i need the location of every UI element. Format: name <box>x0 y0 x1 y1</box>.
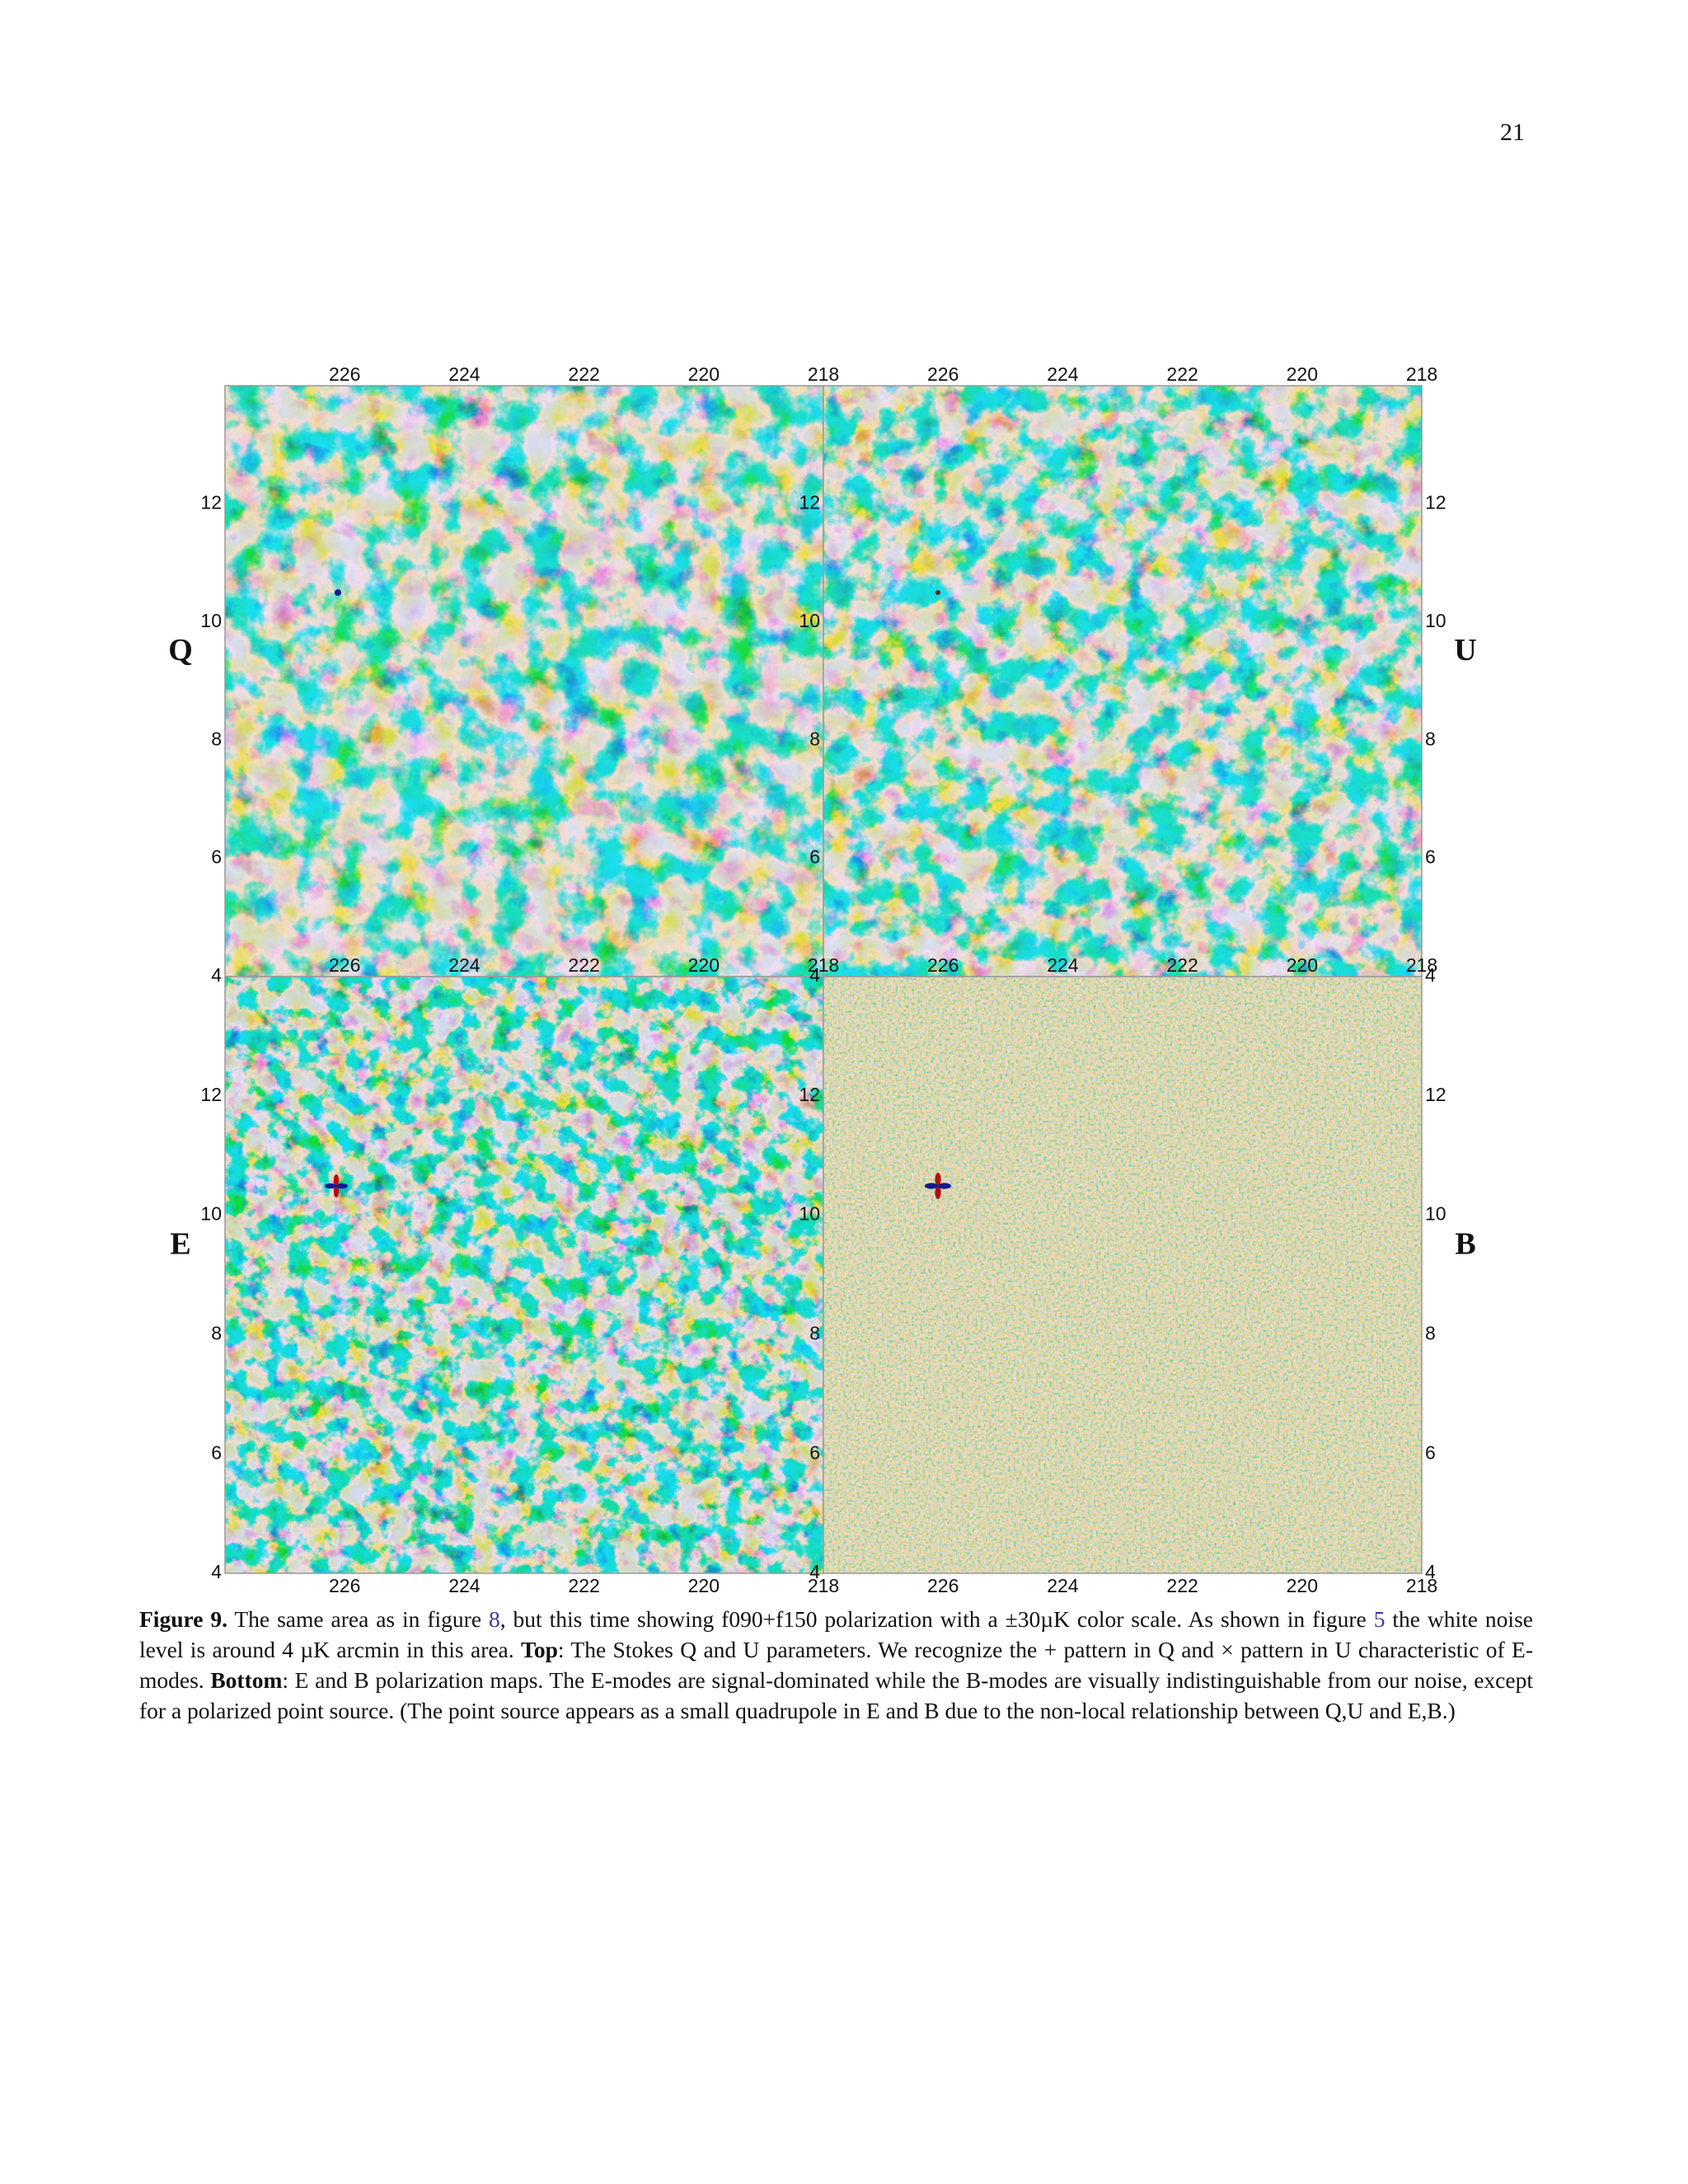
x-tick-label: 218 <box>1406 363 1437 385</box>
y-tick-label: 10 <box>1425 1203 1447 1225</box>
y-tick-label: 6 <box>1425 846 1436 868</box>
y-tick-label: 8 <box>1425 1322 1436 1343</box>
map-panel <box>225 977 823 1573</box>
caption-text: : E and B polarization maps. The E-modes… <box>139 1667 1533 1723</box>
y-tick-label: 12 <box>1425 1084 1447 1105</box>
caption-text: the white noise level is around 4 µK arc… <box>139 1606 1533 1662</box>
point-source <box>336 1183 348 1189</box>
x-tick-label: 220 <box>688 954 720 976</box>
x-tick-label: 226 <box>329 1575 360 1596</box>
y-tick-label: 12 <box>200 1084 222 1105</box>
x-tick-label: 224 <box>1047 363 1079 385</box>
y-tick-label: 10 <box>799 1203 820 1225</box>
y-tick-label: 12 <box>799 491 820 513</box>
x-tick-label: 226 <box>329 363 360 385</box>
panel-label: Q <box>168 633 193 668</box>
x-tick-label: 218 <box>808 954 839 976</box>
x-tick-label: 226 <box>927 363 959 385</box>
point-source <box>333 1174 340 1186</box>
map-panel <box>225 386 823 977</box>
x-tick-label: 218 <box>808 363 839 385</box>
x-tick-label: 222 <box>568 954 599 976</box>
x-tick-label: 222 <box>1166 1575 1198 1596</box>
x-tick-label: 224 <box>1047 1575 1079 1596</box>
caption-link[interactable]: 8 <box>488 1606 500 1632</box>
point-source <box>935 1173 941 1186</box>
y-tick-label: 10 <box>200 1203 222 1225</box>
x-tick-label: 222 <box>568 1575 599 1596</box>
x-tick-label: 220 <box>1287 1575 1318 1596</box>
y-tick-label: 4 <box>1425 964 1436 986</box>
map-panel <box>823 977 1422 1573</box>
y-tick-label: 4 <box>809 964 820 986</box>
x-tick-label: 218 <box>808 1575 839 1596</box>
panel-label: U <box>1454 633 1476 668</box>
x-tick-label: 224 <box>448 363 481 385</box>
y-tick-label: 4 <box>809 1561 820 1582</box>
y-tick-label: 8 <box>809 728 820 749</box>
x-tick-label: 226 <box>927 1575 959 1596</box>
page-number: 21 <box>1500 119 1525 146</box>
y-tick-label: 6 <box>809 1441 820 1463</box>
x-tick-label: 226 <box>927 954 959 976</box>
x-tick-label: 224 <box>1047 954 1079 976</box>
map-panel <box>823 386 1422 977</box>
x-tick-label: 220 <box>1287 954 1318 976</box>
x-tick-label: 220 <box>688 1575 720 1596</box>
x-tick-label: 224 <box>448 1575 481 1596</box>
x-tick-label: 218 <box>1406 954 1437 976</box>
y-tick-label: 8 <box>1425 728 1436 749</box>
x-tick-label: 218 <box>1406 1575 1437 1596</box>
x-tick-label: 222 <box>568 363 599 385</box>
point-source <box>935 1186 941 1199</box>
x-tick-label: 222 <box>1166 954 1198 976</box>
point-source <box>325 1183 336 1189</box>
caption-bold: Top <box>521 1637 558 1662</box>
y-tick-label: 8 <box>809 1322 820 1343</box>
caption-bold: Figure 9. <box>139 1606 227 1632</box>
x-tick-label: 226 <box>329 954 360 976</box>
x-tick-label: 224 <box>448 954 481 976</box>
y-tick-label: 6 <box>211 1441 222 1463</box>
y-tick-label: 6 <box>211 846 222 868</box>
point-source <box>935 590 940 595</box>
caption-text: , but this time showing f090+f150 polari… <box>499 1606 1374 1632</box>
x-tick-label: 222 <box>1166 363 1198 385</box>
y-tick-label: 6 <box>809 846 820 868</box>
point-source <box>925 1183 938 1189</box>
point-source <box>335 589 341 596</box>
caption-link[interactable]: 5 <box>1373 1606 1386 1632</box>
y-tick-label: 4 <box>211 964 222 986</box>
y-tick-label: 4 <box>1425 1561 1436 1582</box>
y-tick-label: 12 <box>200 491 222 513</box>
point-source <box>333 1186 340 1197</box>
figure-caption: Figure 9. The same area as in figure 8, … <box>139 1604 1533 1726</box>
y-tick-label: 4 <box>211 1561 222 1582</box>
y-tick-label: 10 <box>799 610 820 631</box>
caption-text: : The Stokes Q and U parameters. We reco… <box>139 1637 1533 1693</box>
y-tick-label: 10 <box>200 610 222 631</box>
panel-border <box>823 976 1423 1574</box>
y-tick-label: 8 <box>211 728 222 749</box>
y-tick-label: 8 <box>211 1322 222 1343</box>
x-tick-label: 220 <box>1287 363 1318 385</box>
y-tick-label: 10 <box>1425 610 1447 631</box>
y-tick-label: 12 <box>1425 491 1447 513</box>
y-tick-label: 12 <box>799 1084 820 1105</box>
caption-bold: Bottom <box>210 1667 283 1693</box>
x-tick-label: 220 <box>688 363 720 385</box>
y-tick-label: 6 <box>1425 1441 1436 1463</box>
caption-text: The same area as in figure <box>227 1606 489 1632</box>
panel-label: E <box>170 1227 190 1262</box>
panel-label: B <box>1455 1227 1475 1262</box>
point-source <box>938 1183 951 1189</box>
